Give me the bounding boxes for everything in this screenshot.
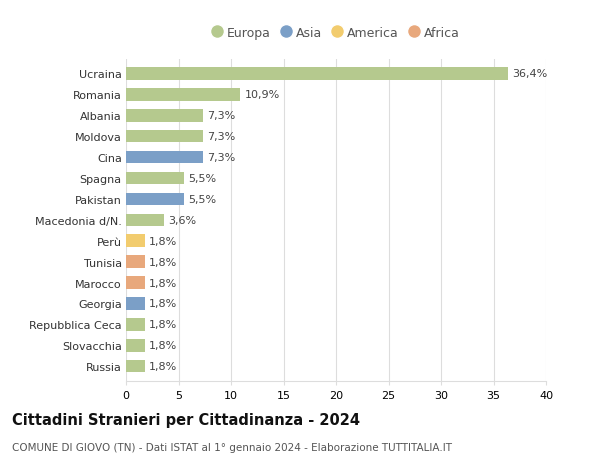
Bar — [126, 360, 145, 373]
Text: 1,8%: 1,8% — [149, 341, 178, 351]
Bar — [126, 131, 203, 143]
Bar — [126, 277, 145, 289]
Bar — [126, 319, 145, 331]
Text: 36,4%: 36,4% — [512, 69, 548, 79]
Legend: Europa, Asia, America, Africa: Europa, Asia, America, Africa — [209, 24, 463, 42]
Text: 7,3%: 7,3% — [207, 132, 235, 142]
Bar — [126, 235, 145, 247]
Bar — [126, 193, 184, 206]
Bar — [126, 297, 145, 310]
Bar — [126, 68, 508, 80]
Text: 1,8%: 1,8% — [149, 278, 178, 288]
Text: 7,3%: 7,3% — [207, 111, 235, 121]
Text: 1,8%: 1,8% — [149, 299, 178, 309]
Text: 1,8%: 1,8% — [149, 319, 178, 330]
Text: 7,3%: 7,3% — [207, 153, 235, 163]
Text: Cittadini Stranieri per Cittadinanza - 2024: Cittadini Stranieri per Cittadinanza - 2… — [12, 413, 360, 428]
Text: 1,8%: 1,8% — [149, 361, 178, 371]
Text: 1,8%: 1,8% — [149, 257, 178, 267]
Text: 3,6%: 3,6% — [168, 215, 196, 225]
Text: 1,8%: 1,8% — [149, 236, 178, 246]
Bar — [126, 214, 164, 227]
Text: 10,9%: 10,9% — [245, 90, 280, 100]
Bar — [126, 339, 145, 352]
Bar — [126, 256, 145, 269]
Bar — [126, 151, 203, 164]
Bar — [126, 172, 184, 185]
Text: 5,5%: 5,5% — [188, 195, 216, 204]
Text: 5,5%: 5,5% — [188, 174, 216, 184]
Bar — [126, 110, 203, 122]
Bar — [126, 89, 241, 101]
Text: COMUNE DI GIOVO (TN) - Dati ISTAT al 1° gennaio 2024 - Elaborazione TUTTITALIA.I: COMUNE DI GIOVO (TN) - Dati ISTAT al 1° … — [12, 442, 452, 452]
